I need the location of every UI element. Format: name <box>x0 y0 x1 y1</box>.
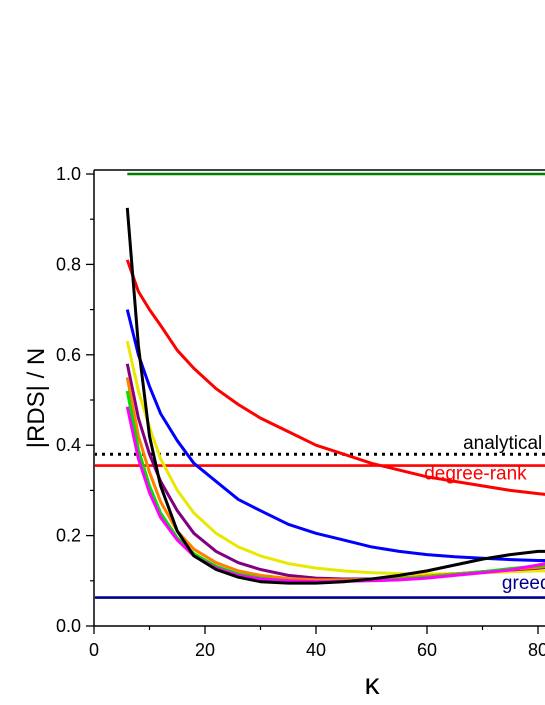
x-tick-label: 0 <box>89 640 99 660</box>
x-tick-label: 80 <box>528 640 545 660</box>
y-tick-label: 0.8 <box>56 254 81 274</box>
annotation-label: analytical <box>463 433 542 454</box>
y-tick-label: 0.0 <box>56 616 81 636</box>
annotation-label: greedy <box>502 573 545 594</box>
annotation-label: degree-rank <box>424 464 527 485</box>
y-tick-label: 0.4 <box>56 435 81 455</box>
annotations: analytical degree-rank greedy <box>424 433 545 594</box>
x-tick-label: 60 <box>417 640 437 660</box>
reference-lines <box>95 172 545 599</box>
axes: 0.0 0.2 0.4 0.6 0.8 1.0 0 20 40 60 80 <box>56 164 545 660</box>
series-line-2 <box>125 309 545 562</box>
series-lines <box>125 207 545 585</box>
y-axis-title: |RDS| / N <box>23 348 50 448</box>
series-line-1 <box>125 259 545 496</box>
series-line-8 <box>125 207 545 585</box>
y-tick-label: 0.2 <box>56 526 81 546</box>
series-line-7 <box>125 406 545 584</box>
x-tick-label: 20 <box>195 640 215 660</box>
x-tick-label: 40 <box>306 640 326 660</box>
y-tick-label: 1.0 <box>56 164 81 184</box>
x-axis-title: κ <box>365 668 381 701</box>
y-tick-label: 0.6 <box>56 345 81 365</box>
